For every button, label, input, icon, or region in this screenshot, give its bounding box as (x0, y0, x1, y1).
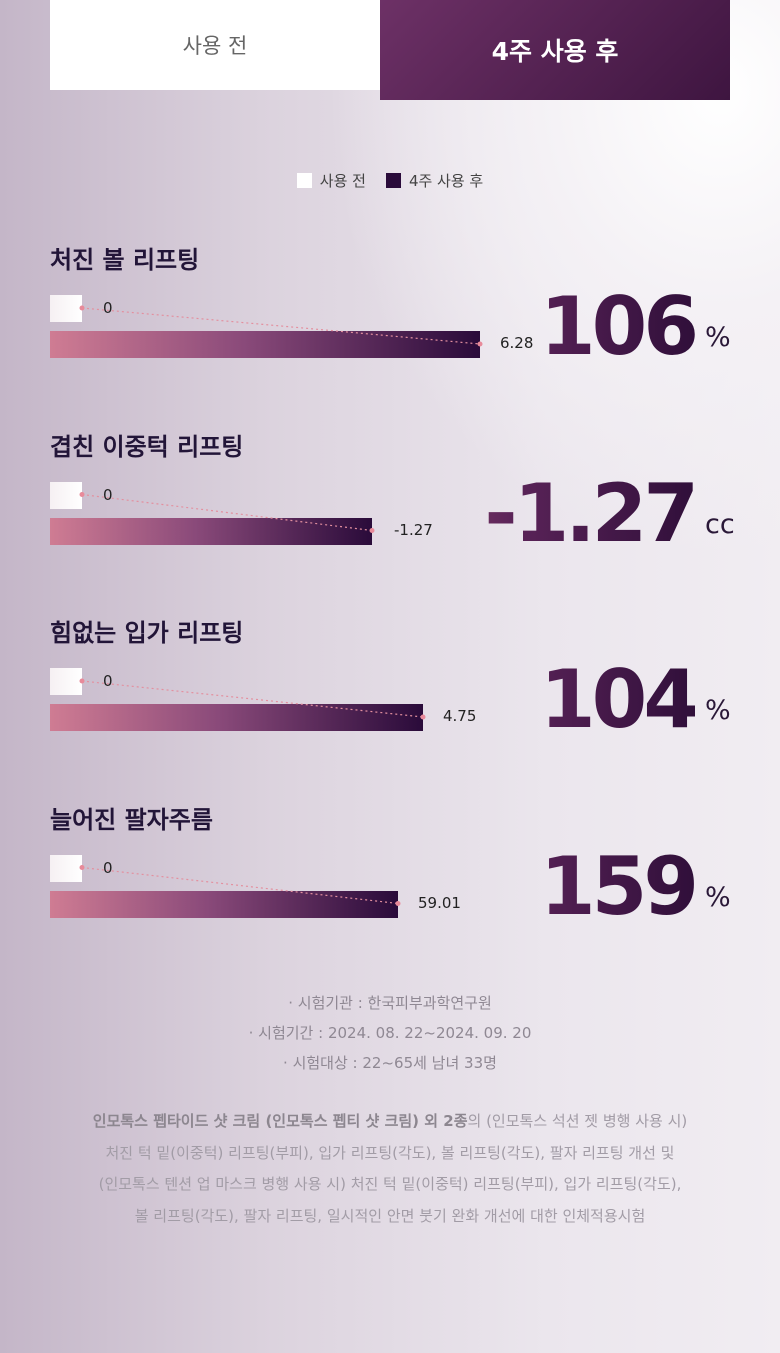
before-value: 0 (103, 672, 113, 690)
disclaimer-line: 인모톡스 펩타이드 샷 크림 (인모톡스 펩티 샷 크림) 외 2종의 (인모톡… (0, 1110, 780, 1131)
after-bar (50, 890, 398, 918)
result-value: 104 (295, 660, 699, 740)
before-value: 0 (103, 485, 113, 504)
after-bar (50, 331, 480, 358)
result-unit: cc (705, 508, 735, 540)
disclaimer-text: 처진 턱 밑(이중턱) 리프팅(부피), 입가 리프팅(각도), 볼 리프팅(각… (105, 1143, 675, 1162)
tab-before[interactable]: 사용 전 (50, 0, 380, 90)
result-value: 159 (295, 846, 699, 927)
item-title: 겹친 이중턱 리프팅 (50, 432, 244, 461)
before-bar (50, 295, 82, 322)
after-value: -1.27 (394, 521, 433, 539)
disclaimer-line: 처진 턱 밑(이중턱) 리프팅(부피), 입가 리프팅(각도), 볼 리프팅(각… (0, 1142, 780, 1163)
disclaimer-line: (인모톡스 텐션 업 마스크 병행 사용 시) 처진 턱 밑(이중턱) 리프팅(… (0, 1173, 780, 1194)
after-value: 59.01 (418, 894, 461, 912)
note-line: · 시험기간 : 2024. 08. 22~2024. 09. 20 (248, 1024, 532, 1042)
legend-item: 사용 전 (296, 170, 366, 191)
legend: 사용 전 4주 사용 후 (0, 170, 780, 191)
legend-label: 4주 사용 후 (408, 172, 484, 190)
tab-after[interactable]: 4주 사용 후 (380, 0, 730, 100)
after-bar (50, 517, 372, 545)
after-value: 4.75 (443, 707, 476, 725)
result-unit: % (705, 695, 731, 726)
legend-swatch (385, 173, 401, 188)
disclaimer-text: 볼 리프팅(각도), 팔자 리프팅, 일시적인 안면 붓기 완화 개선에 대한 … (134, 1206, 646, 1225)
after-value: 6.28 (500, 334, 533, 352)
note-line: · 시험대상 : 22~65세 남녀 33명 (283, 1054, 497, 1072)
result-unit: % (705, 881, 731, 913)
legend-item: 4주 사용 후 (385, 170, 484, 191)
legend-swatch (296, 173, 312, 188)
before-bar (50, 854, 82, 882)
before-bar (50, 668, 82, 695)
before-value: 0 (103, 299, 113, 317)
item-title: 처진 볼 리프팅 (50, 246, 200, 274)
disclaimer-text: 의 (인모톡스 석션 젯 병행 사용 시) (467, 1112, 688, 1130)
item-title: 힘없는 입가 리프팅 (50, 619, 244, 647)
result-unit: % (705, 322, 731, 353)
item-title: 늘어진 팔자주름 (50, 805, 213, 834)
before-value: 0 (103, 858, 113, 877)
legend-label: 사용 전 (319, 172, 366, 190)
disclaimer-product: 인모톡스 펩타이드 샷 크림 (인모톡스 펩티 샷 크림) 외 2종 (92, 1112, 468, 1130)
result-value: 106 (295, 287, 699, 367)
after-bar (50, 704, 423, 731)
disclaimer-text: (인모톡스 텐션 업 마스크 병행 사용 시) 처진 턱 밑(이중턱) 리프팅(… (98, 1175, 682, 1193)
before-bar (50, 481, 82, 509)
note-line: · 시험기관 : 한국피부과학연구원 (288, 994, 492, 1012)
disclaimer-line: 볼 리프팅(각도), 팔자 리프팅, 일시적인 안면 붓기 완화 개선에 대한 … (0, 1205, 780, 1226)
result-value: -1.27 (295, 473, 699, 554)
